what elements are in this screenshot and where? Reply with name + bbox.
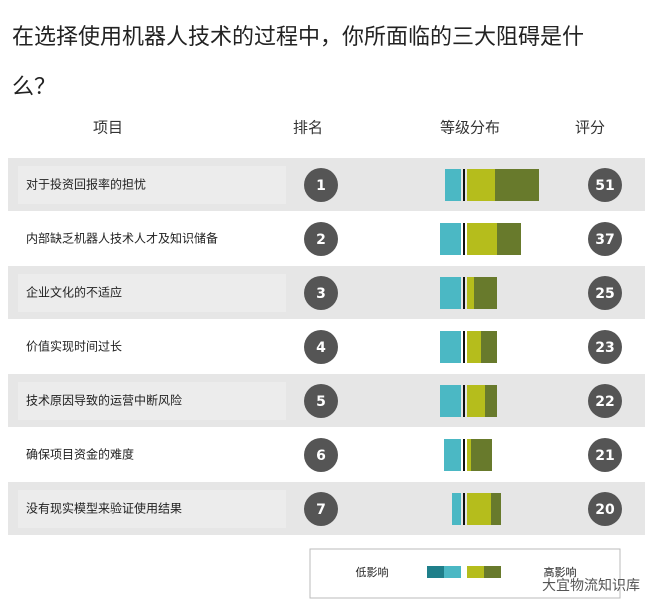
impact-low [452,493,461,525]
score-badge [588,168,622,202]
impact-high [485,385,497,417]
score-label: 22 [595,394,614,410]
item-box [18,490,286,528]
impact-low [440,277,461,309]
item-box [18,166,286,204]
item-label: 技术原因导致的运营中断风险 [26,393,182,408]
impact-low [445,169,461,201]
title: 么？ [12,75,56,100]
impact-low [440,331,461,363]
impact-mid [467,169,495,201]
divider [463,223,465,255]
impact-high [497,223,521,255]
score-badge [588,330,622,364]
item-label: 企业文化的不适应 [26,285,122,300]
legend-high: 高影响 [544,565,577,579]
rank-label: 7 [316,502,326,518]
score-label: 23 [595,340,614,356]
score-badge [588,492,622,526]
impact-high [471,439,492,471]
score-label: 21 [595,448,614,464]
rank-label: 2 [316,232,326,248]
column-header: 项目 [93,119,123,137]
item-label: 确保项目资金的难度 [26,447,134,462]
title: 在选择使用机器人技术的过程中，你所面临的三大阻碍是什 [12,25,584,50]
impact-high [474,277,497,309]
legend-box [309,548,621,599]
rank-badge [304,168,338,202]
rank-label: 3 [316,286,326,302]
score-badge [588,384,622,418]
legend-swatch [444,566,461,578]
divider [463,493,465,525]
score-label: 37 [595,232,614,248]
legend-swatch [427,566,444,578]
impact-mid [467,493,491,525]
rank-label: 4 [316,340,326,356]
column-header: 等级分布 [440,119,500,137]
impact-mid [467,439,471,471]
divider [463,385,465,417]
item-label: 价值实现时间过长 [26,339,122,354]
item-label: 没有现实模型来验证使用结果 [26,501,182,516]
score-badge [588,438,622,472]
item-label: 对于投资回报率的担忧 [26,177,146,192]
rank-label: 5 [316,394,326,410]
rank-badge [304,438,338,472]
impact-high [495,169,539,201]
impact-mid [467,385,485,417]
rank-badge [304,330,338,364]
score-badge [588,276,622,310]
impact-high [481,331,497,363]
legend-low: 低影响 [356,566,389,579]
impact-low [440,385,461,417]
impact-high [491,493,501,525]
rank-badge [304,276,338,310]
impact-mid [467,223,497,255]
impact-mid [467,277,474,309]
column-header: 评分 [575,119,605,137]
impact-low [440,223,461,255]
divider [463,439,465,471]
rank-badge [304,222,338,256]
legend-swatch [467,566,484,578]
divider [463,169,465,201]
item-box [18,274,286,312]
column-header: 排名 [293,119,323,137]
rank-label: 6 [316,448,326,464]
legend-swatch [484,566,501,578]
item-label: 内部缺乏机器人技术人才及知识储备 [26,231,218,246]
score-label: 51 [595,178,614,194]
rank-badge [304,492,338,526]
rank-badge [304,384,338,418]
divider [463,331,465,363]
divider [463,277,465,309]
impact-low [444,439,461,471]
score-badge [588,222,622,256]
score-label: 25 [595,286,614,302]
impact-mid [467,331,481,363]
score-label: 20 [595,502,615,518]
item-box [18,382,286,420]
rank-label: 1 [316,178,326,194]
watermark: 大宜物流知识库 [542,577,640,594]
